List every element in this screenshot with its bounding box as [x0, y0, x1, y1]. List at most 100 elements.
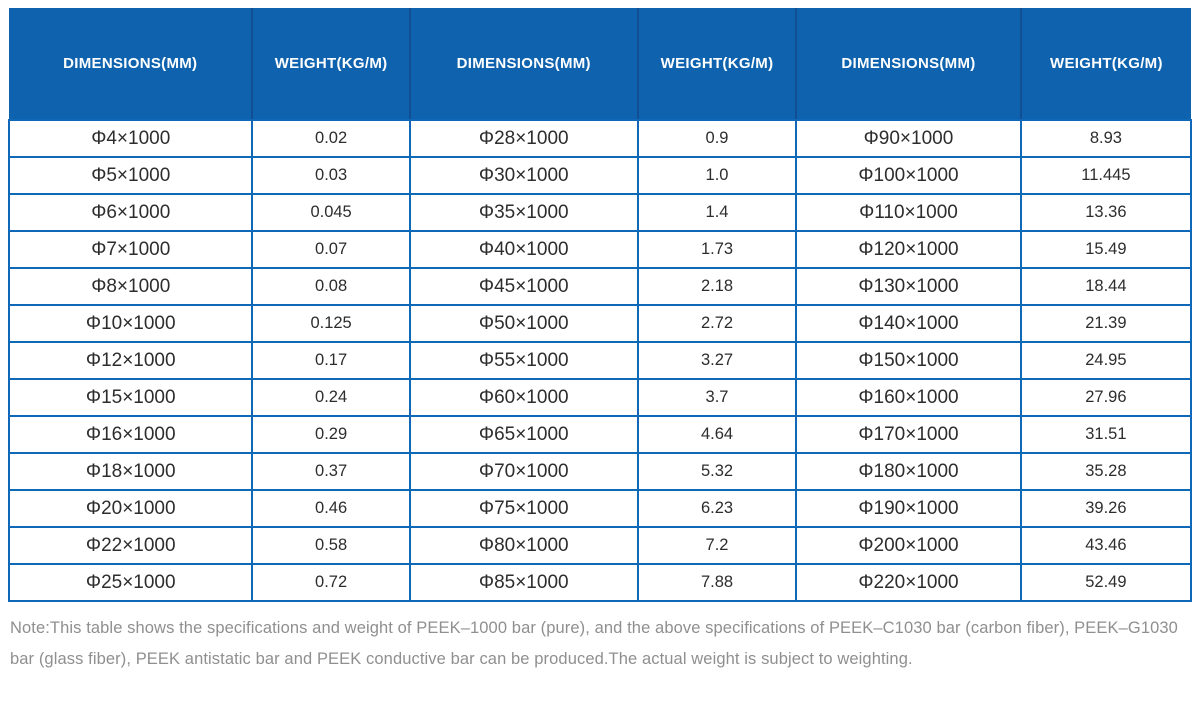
table-row: Φ16×1000 0.29 Φ65×1000 4.64 Φ170×1000 31.51: [7, 415, 1193, 454]
weight-cell: 8.93: [1019, 119, 1193, 158]
dimension-cell: Φ35×1000: [408, 193, 639, 232]
dimension-cell: Φ180×1000: [795, 452, 1022, 491]
table-row: Φ5×1000 0.03 Φ30×1000 1.0 Φ100×1000 11.445: [7, 156, 1193, 195]
weight-cell: 0.29: [251, 415, 411, 454]
dimension-cell: Φ140×1000: [795, 304, 1022, 343]
weight-cell: 3.7: [636, 378, 798, 417]
table-row: Φ10×1000 0.125 Φ50×1000 2.72 Φ140×1000 21.39: [7, 304, 1193, 343]
dimension-cell: Φ8×1000: [7, 267, 254, 306]
weight-cell: 39.26: [1019, 489, 1193, 528]
weight-cell: 27.96: [1019, 378, 1193, 417]
table-row: Φ8×1000 0.08 Φ45×1000 2.18 Φ130×1000 18.44: [7, 267, 1193, 306]
dimension-cell: Φ30×1000: [408, 156, 639, 195]
dimension-cell: Φ110×1000: [795, 193, 1022, 232]
weight-cell: 0.72: [251, 563, 411, 602]
dimension-cell: Φ75×1000: [408, 489, 639, 528]
header-row: DIMENSIONS(MM) WEIGHT(KG/M) DIMENSIONS(M…: [9, 8, 1191, 121]
dimension-cell: Φ120×1000: [795, 230, 1022, 269]
dimension-cell: Φ130×1000: [795, 267, 1022, 306]
weight-cell: 11.445: [1019, 156, 1193, 195]
weight-cell: 18.44: [1019, 267, 1193, 306]
dimension-cell: Φ160×1000: [795, 378, 1022, 417]
dimension-cell: Φ150×1000: [795, 341, 1022, 380]
weight-cell: 0.17: [251, 341, 411, 380]
weight-cell: 0.02: [251, 119, 411, 158]
weight-cell: 7.2: [636, 526, 798, 565]
dimension-cell: Φ25×1000: [7, 563, 254, 602]
weight-cell: 31.51: [1019, 415, 1193, 454]
dimension-cell: Φ70×1000: [408, 452, 639, 491]
dimension-cell: Φ6×1000: [7, 193, 254, 232]
dimension-cell: Φ55×1000: [408, 341, 639, 380]
weight-cell: 2.18: [636, 267, 798, 306]
weight-cell: 1.4: [636, 193, 798, 232]
weight-cell: 52.49: [1019, 563, 1193, 602]
table-row: Φ22×1000 0.58 Φ80×1000 7.2 Φ200×1000 43.46: [7, 526, 1193, 565]
weight-cell: 35.28: [1019, 452, 1193, 491]
weight-cell: 4.64: [636, 415, 798, 454]
dimension-cell: Φ28×1000: [408, 119, 639, 158]
weight-cell: 7.88: [636, 563, 798, 602]
weight-cell: 15.49: [1019, 230, 1193, 269]
dimension-cell: Φ190×1000: [795, 489, 1022, 528]
dimension-cell: Φ4×1000: [7, 119, 254, 158]
table-row: Φ6×1000 0.045 Φ35×1000 1.4 Φ110×1000 13.36: [7, 193, 1193, 232]
dimension-cell: Φ7×1000: [7, 230, 254, 269]
dimension-cell: Φ200×1000: [795, 526, 1022, 565]
weight-cell: 5.32: [636, 452, 798, 491]
dimension-cell: Φ10×1000: [7, 304, 254, 343]
dimension-cell: Φ22×1000: [7, 526, 254, 565]
header-dimensions-3: DIMENSIONS(MM): [795, 8, 1021, 121]
table-row: Φ15×1000 0.24 Φ60×1000 3.7 Φ160×1000 27.96: [7, 378, 1193, 417]
weight-cell: 1.0: [636, 156, 798, 195]
dimension-cell: Φ18×1000: [7, 452, 254, 491]
weight-cell: 0.125: [251, 304, 411, 343]
weight-cell: 0.08: [251, 267, 411, 306]
header-weight-2: WEIGHT(KG/M): [636, 8, 797, 121]
weight-cell: 21.39: [1019, 304, 1193, 343]
weight-cell: 0.58: [251, 526, 411, 565]
weight-cell: 24.95: [1019, 341, 1193, 380]
dimension-cell: Φ80×1000: [408, 526, 639, 565]
weight-cell: 0.24: [251, 378, 411, 417]
header-dimensions-2: DIMENSIONS(MM): [408, 8, 638, 121]
dimension-cell: Φ220×1000: [795, 563, 1022, 602]
table-row: Φ4×1000 0.02 Φ28×1000 0.9 Φ90×1000 8.93: [7, 119, 1193, 158]
weight-cell: 1.73: [636, 230, 798, 269]
dimension-cell: Φ15×1000: [7, 378, 254, 417]
dimension-cell: Φ170×1000: [795, 415, 1022, 454]
dimension-cell: Φ20×1000: [7, 489, 254, 528]
dimension-cell: Φ90×1000: [795, 119, 1022, 158]
table-row: Φ12×1000 0.17 Φ55×1000 3.27 Φ150×1000 24.95: [7, 341, 1193, 380]
dimension-cell: Φ50×1000: [408, 304, 639, 343]
weight-cell: 6.23: [636, 489, 798, 528]
dimension-cell: Φ16×1000: [7, 415, 254, 454]
weight-cell: 0.37: [251, 452, 411, 491]
dimension-cell: Φ5×1000: [7, 156, 254, 195]
weight-cell: 0.46: [251, 489, 411, 528]
peek-bar-spec-table: DIMENSIONS(MM) WEIGHT(KG/M) DIMENSIONS(M…: [7, 8, 1193, 602]
weight-cell: 2.72: [636, 304, 798, 343]
table-row: Φ20×1000 0.46 Φ75×1000 6.23 Φ190×1000 39.26: [7, 489, 1193, 528]
header-weight-1: WEIGHT(KG/M): [251, 8, 410, 121]
table-header: DIMENSIONS(MM) WEIGHT(KG/M) DIMENSIONS(M…: [9, 8, 1191, 121]
spec-table-body: Φ4×1000 0.02 Φ28×1000 0.9 Φ90×1000 8.93 Φ5×100…: [7, 119, 1193, 602]
dimension-cell: Φ100×1000: [795, 156, 1022, 195]
header-dimensions-1: DIMENSIONS(MM): [9, 8, 253, 121]
dimension-cell: Φ40×1000: [408, 230, 639, 269]
dimension-cell: Φ12×1000: [7, 341, 254, 380]
dimension-cell: Φ65×1000: [408, 415, 639, 454]
weight-cell: 3.27: [636, 341, 798, 380]
weight-cell: 43.46: [1019, 526, 1193, 565]
weight-cell: 0.03: [251, 156, 411, 195]
weight-cell: 0.07: [251, 230, 411, 269]
table-row: Φ25×1000 0.72 Φ85×1000 7.88 Φ220×1000 52.49: [7, 563, 1193, 602]
table-row: Φ18×1000 0.37 Φ70×1000 5.32 Φ180×1000 35.28: [7, 452, 1193, 491]
weight-cell: 13.36: [1019, 193, 1193, 232]
dimension-cell: Φ60×1000: [408, 378, 639, 417]
table-row: Φ7×1000 0.07 Φ40×1000 1.73 Φ120×1000 15.49: [7, 230, 1193, 269]
header-weight-3: WEIGHT(KG/M): [1019, 8, 1191, 121]
footnote: Note:This table shows the specifications…: [10, 619, 1178, 668]
dimension-cell: Φ45×1000: [408, 267, 639, 306]
